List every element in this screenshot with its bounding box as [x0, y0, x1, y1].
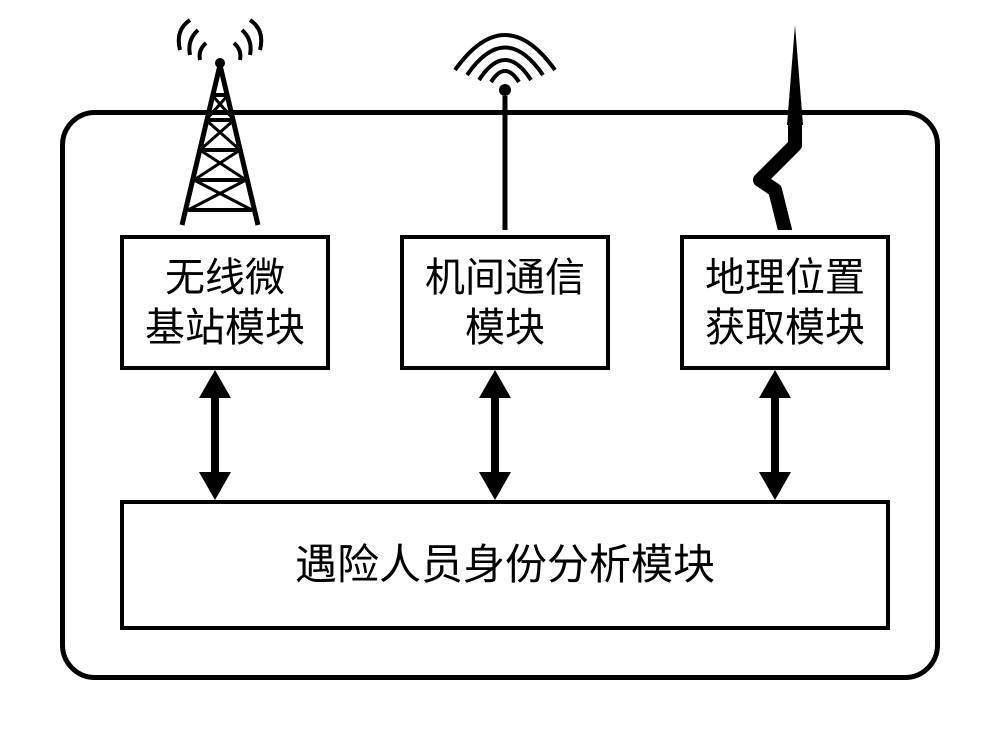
geo-location-module: 地理位置 获取模块: [680, 235, 890, 370]
cell-tower-icon: [160, 15, 280, 230]
identity-analysis-label: 遇险人员身份分析模块: [295, 539, 715, 592]
micro-base-station-label: 无线微 基站模块: [145, 253, 305, 353]
radar-arm-icon: [735, 25, 820, 230]
arrow-2: [485, 370, 505, 500]
arrow-3: [765, 370, 785, 500]
antenna-waves-icon: [445, 20, 565, 230]
micro-base-station-module: 无线微 基站模块: [120, 235, 330, 370]
inter-machine-comm-module: 机间通信 模块: [400, 235, 610, 370]
arrow-1: [205, 370, 225, 500]
identity-analysis-module: 遇险人员身份分析模块: [120, 500, 890, 630]
geo-location-label: 地理位置 获取模块: [705, 253, 865, 353]
inter-machine-comm-label: 机间通信 模块: [425, 253, 585, 353]
